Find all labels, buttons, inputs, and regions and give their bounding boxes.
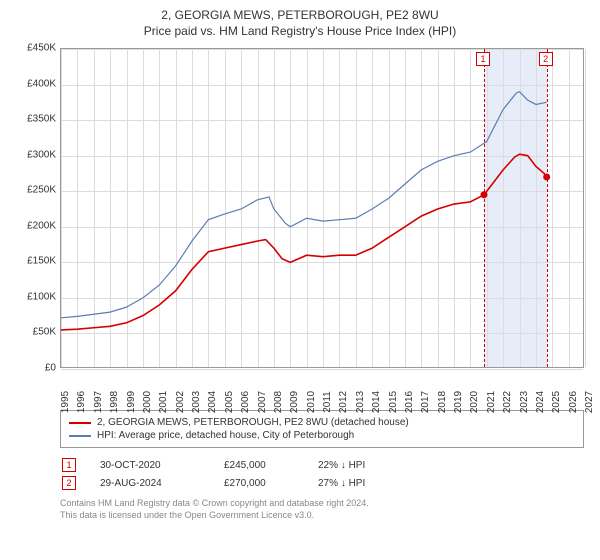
x-tick-label: 2003 — [191, 391, 202, 413]
sale-pct: 27% ↓ HPI — [318, 478, 365, 489]
gridline-v — [585, 49, 586, 367]
chart-container: 2, GEORGIA MEWS, PETERBOROUGH, PE2 8WU P… — [0, 0, 600, 527]
sale-price: £245,000 — [224, 460, 294, 471]
x-tick-label: 2014 — [371, 391, 382, 413]
x-tick-label: 2005 — [224, 391, 235, 413]
sale-dot — [480, 191, 487, 198]
y-tick-label: £450K — [14, 43, 56, 54]
sale-row: 2 29-AUG-2024 £270,000 27% ↓ HPI — [60, 474, 584, 492]
line-svg — [61, 49, 585, 369]
sales-list: 1 30-OCT-2020 £245,000 22% ↓ HPI 2 29-AUG-202… — [60, 456, 584, 492]
y-tick-label: £0 — [14, 363, 56, 374]
x-tick-label: 2008 — [273, 391, 284, 413]
x-tick-label: 2019 — [453, 391, 464, 413]
legend-row: 2, GEORGIA MEWS, PETERBOROUGH, PE2 8WU (… — [69, 416, 575, 429]
y-tick-label: £150K — [14, 256, 56, 267]
sale-date: 29-AUG-2024 — [100, 478, 200, 489]
x-tick-label: 2023 — [519, 391, 530, 413]
down-arrow-icon: ↓ — [341, 460, 346, 471]
x-tick-label: 1999 — [126, 391, 137, 413]
sale-marker-box: 2 — [539, 52, 553, 66]
legend-label: 2, GEORGIA MEWS, PETERBOROUGH, PE2 8WU (… — [97, 417, 409, 428]
below-chart: 2, GEORGIA MEWS, PETERBOROUGH, PE2 8WU (… — [14, 410, 584, 521]
y-tick-label: £100K — [14, 291, 56, 302]
x-tick-label: 2007 — [257, 391, 268, 413]
x-tick-label: 2006 — [240, 391, 251, 413]
chart-area: £0 £50K £100K £150K £200K £250K £300K £350K £400… — [14, 48, 586, 410]
x-tick-label: 2015 — [388, 391, 399, 413]
x-tick-label: 2026 — [568, 391, 579, 413]
chart-subtitle: Price paid vs. HM Land Registry's House … — [14, 24, 586, 38]
sale-dot — [543, 174, 550, 181]
x-tick-label: 2017 — [420, 391, 431, 413]
chart-title: 2, GEORGIA MEWS, PETERBOROUGH, PE2 8WU — [14, 8, 586, 22]
x-tick-label: 2020 — [469, 391, 480, 413]
y-tick-label: £200K — [14, 220, 56, 231]
x-tick-label: 1995 — [60, 391, 71, 413]
x-tick-label: 2024 — [535, 391, 546, 413]
y-tick-label: £400K — [14, 78, 56, 89]
legend-swatch — [69, 435, 91, 437]
sale-marker-box: 1 — [476, 52, 490, 66]
legend: 2, GEORGIA MEWS, PETERBOROUGH, PE2 8WU (… — [60, 410, 584, 448]
sale-pct: 22% ↓ HPI — [318, 460, 365, 471]
legend-label: HPI: Average price, detached house, City… — [97, 430, 354, 441]
footer: Contains HM Land Registry data © Crown c… — [60, 498, 584, 521]
gridline-h — [61, 369, 583, 370]
footer-line: This data is licensed under the Open Gov… — [60, 510, 584, 522]
x-tick-label: 2010 — [306, 391, 317, 413]
down-arrow-icon: ↓ — [341, 478, 346, 489]
y-tick-label: £300K — [14, 149, 56, 160]
x-tick-label: 2000 — [142, 391, 153, 413]
x-tick-label: 2009 — [289, 391, 300, 413]
x-tick-label: 2025 — [551, 391, 562, 413]
x-tick-label: 2027 — [584, 391, 595, 413]
plot-area — [60, 48, 584, 368]
x-tick-label: 2021 — [486, 391, 497, 413]
x-tick-label: 2012 — [338, 391, 349, 413]
y-tick-label: £50K — [14, 327, 56, 338]
legend-row: HPI: Average price, detached house, City… — [69, 429, 575, 442]
y-tick-label: £350K — [14, 114, 56, 125]
y-tick-label: £250K — [14, 185, 56, 196]
x-tick-label: 1996 — [76, 391, 87, 413]
x-tick-label: 2013 — [355, 391, 366, 413]
x-tick-label: 1998 — [109, 391, 120, 413]
x-tick-label: 2016 — [404, 391, 415, 413]
x-tick-label: 2001 — [158, 391, 169, 413]
x-tick-label: 2018 — [437, 391, 448, 413]
x-tick-label: 2004 — [207, 391, 218, 413]
sale-row-marker: 2 — [62, 476, 76, 490]
x-tick-label: 2011 — [322, 391, 333, 413]
x-tick-label: 2022 — [502, 391, 513, 413]
x-tick-label: 1997 — [93, 391, 104, 413]
sale-price: £270,000 — [224, 478, 294, 489]
sale-row: 1 30-OCT-2020 £245,000 22% ↓ HPI — [60, 456, 584, 474]
sale-row-marker: 1 — [62, 458, 76, 472]
legend-swatch — [69, 422, 91, 424]
x-tick-label: 2002 — [175, 391, 186, 413]
footer-line: Contains HM Land Registry data © Crown c… — [60, 498, 584, 510]
series-hpi — [61, 92, 547, 318]
sale-date: 30-OCT-2020 — [100, 460, 200, 471]
